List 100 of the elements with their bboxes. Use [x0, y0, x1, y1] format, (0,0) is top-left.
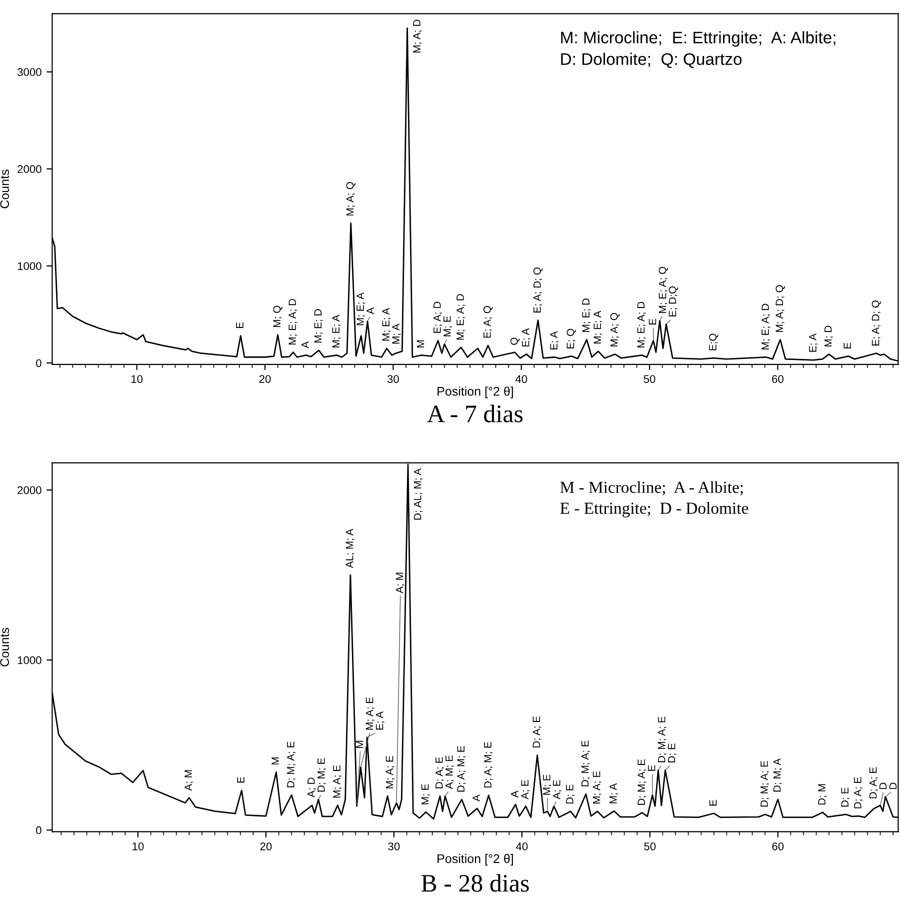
annotation: M; E	[543, 774, 552, 795]
annotation: M; A; D	[413, 20, 422, 53]
annotation: M; E	[444, 316, 452, 336]
annotation: E; A	[550, 331, 559, 350]
annotation: E; A; Q	[483, 306, 493, 338]
annotation: A	[472, 794, 480, 802]
annotation: M; E; A; D	[288, 298, 298, 344]
annotation: M; A; D; Q	[776, 285, 785, 332]
x-tick-label: 50	[644, 842, 656, 850]
annotation: D; A; E	[869, 767, 878, 798]
annotation: M - Microcline; A - Albite; E - Ettringite; D - Dolomite	[560, 481, 748, 518]
annotation: M; A; E	[366, 697, 374, 730]
annotation: Q	[510, 338, 520, 345]
annotation: D; M; A; E	[638, 759, 646, 805]
annotation: E; A	[522, 328, 530, 346]
annotation: E; A; D	[434, 302, 442, 333]
annotation: D; A; E	[436, 757, 444, 788]
annotation: M; A; Q	[346, 182, 356, 216]
annotation: M	[272, 757, 279, 764]
annotation: M; A; Q	[610, 313, 620, 346]
annotation: E; A	[809, 333, 818, 352]
annotation: D; M; E	[318, 758, 326, 792]
text: A - 7 dias	[427, 404, 523, 422]
annotation: M; D	[824, 326, 834, 346]
annotation: A; E	[553, 780, 562, 800]
x-tick-label: 50	[644, 375, 656, 383]
annotation: M; E; A; D	[762, 304, 770, 350]
annotation: A	[302, 341, 309, 348]
annotation: M; E; A; Q	[658, 266, 668, 313]
annotation: D	[879, 782, 887, 789]
annotation: M; E	[421, 784, 430, 804]
y-tick-label: 0	[36, 826, 42, 834]
y-tick-label: 2000	[18, 165, 42, 174]
x-tick-label: 30	[387, 375, 399, 383]
annotation: M	[356, 740, 364, 748]
annotation: D; M	[818, 784, 827, 805]
annotation: D; M; A; E	[658, 716, 666, 762]
annotation: AL; M; A	[346, 528, 354, 568]
x-tick-label: 10	[131, 375, 143, 383]
annotation: A	[366, 307, 374, 314]
annotation: E; A; D; Q	[533, 267, 543, 312]
x-tick-label: 20	[260, 842, 272, 850]
annotation: M; E; A; D	[637, 302, 646, 348]
x-tick-label: 20	[259, 375, 271, 383]
annotation: M; E; A	[382, 308, 391, 341]
y-axis-title: Counts	[0, 170, 10, 208]
x-tick-label: 10	[132, 842, 144, 850]
annotation: E	[236, 322, 244, 328]
annotation: M	[416, 340, 424, 348]
x-tick-label: 60	[772, 375, 784, 383]
annotation: D; E	[668, 743, 676, 762]
annotation: A; E	[521, 780, 530, 800]
annotation: M; A	[610, 783, 618, 804]
y-tick-label: 3000	[17, 68, 42, 76]
x-axis-title: Position [°2 θ]	[438, 386, 513, 398]
x-tick-label: 40	[516, 842, 528, 850]
x-tick-label: 60	[772, 842, 784, 850]
annotation: D; E	[566, 784, 575, 804]
annotation: E; A	[376, 711, 384, 730]
annotation: E; Q	[566, 328, 576, 348]
x-tick-label: 40	[515, 375, 528, 383]
annotation: E;Q	[709, 334, 718, 350]
y-tick-label: 2000	[18, 486, 42, 494]
annotation: A; D	[308, 778, 316, 798]
y-axis-title: Counts	[0, 628, 10, 666]
annotation: E	[648, 318, 656, 324]
annotation: D; M; A	[773, 758, 782, 792]
y-tick-label: 0	[36, 359, 42, 368]
annotation: A; M; E	[446, 755, 454, 790]
annotation: A; M	[396, 572, 404, 594]
annotation: A; M	[184, 770, 194, 791]
annotation: D; A; E	[854, 777, 863, 808]
annotation: E; D;Q	[668, 286, 678, 316]
annotation: M; A	[392, 324, 401, 344]
annotation: M; E; D	[582, 298, 591, 332]
annotation: E	[709, 800, 717, 806]
annotation: D; E	[841, 788, 850, 807]
annotation: D; A; E	[532, 716, 542, 748]
text: B - 28 dias	[421, 874, 529, 892]
annotation: D; AL; M; A	[414, 468, 422, 520]
annotation: M: Microcline; E: Ettringite; A: Albite; D: Dolomite; Q: Quartzo	[561, 31, 836, 68]
y-tick-label: 1000	[18, 656, 42, 664]
annotation: D; A; M; E	[484, 742, 493, 788]
annotation: M; E; A	[356, 292, 366, 326]
annotation: M; E; A	[332, 314, 341, 348]
y-tick-label: 1000	[18, 262, 42, 270]
annotation: M; E; A; D	[456, 294, 466, 340]
x-tick-label: 30	[388, 842, 400, 850]
annotation: M; E; D	[314, 309, 323, 343]
annotation: E	[844, 342, 851, 348]
annotation: D; A; M; E	[457, 746, 466, 792]
x-axis-title: Position [°2 θ]	[438, 854, 513, 866]
annotation: M; A; E	[592, 771, 602, 804]
annotation: E	[648, 765, 656, 771]
annotation: D; M; A; E	[760, 761, 770, 807]
annotation: D; M; A; E	[581, 740, 590, 786]
annotation: D	[889, 782, 897, 789]
annotation: E; A; D; Q	[872, 300, 882, 346]
annotation: E	[237, 776, 244, 783]
annotation: M; E; A	[594, 310, 602, 344]
